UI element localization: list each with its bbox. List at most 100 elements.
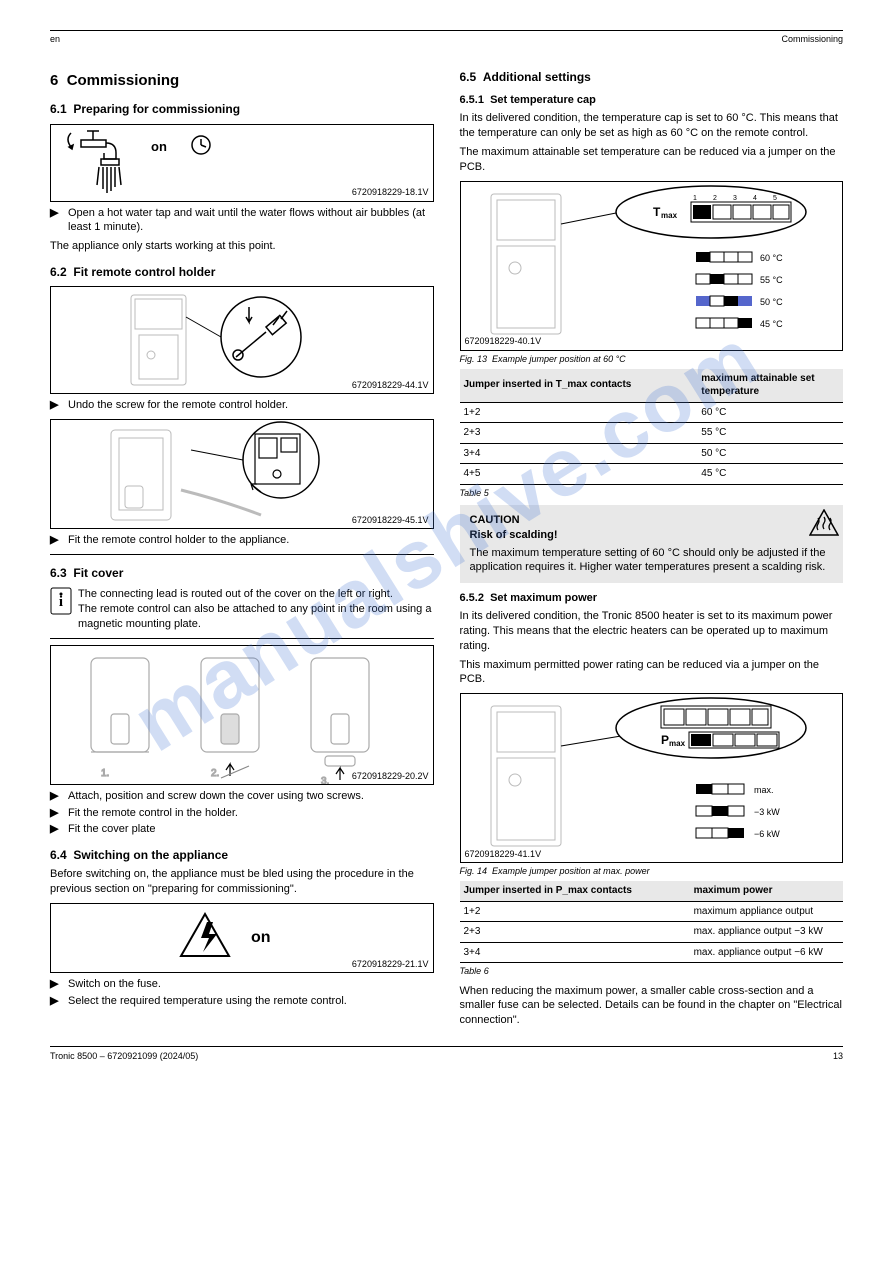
footer: Tronic 8500 – 6720921099 (2024/05) 13 xyxy=(50,1046,843,1062)
figure-fitcover: 1. 2. xyxy=(50,645,434,785)
tmax-col1: Jumper inserted in T_max contacts xyxy=(460,369,698,403)
fig-num-c: 6720918229-45.1V xyxy=(352,514,429,526)
caution-body: The maximum temperature setting of 60 °C… xyxy=(470,546,834,576)
figure-pmax: P max max. xyxy=(460,693,844,863)
sub-switchon: 6.4 Switching on the appliance xyxy=(50,847,434,863)
pmax-fig-title: Example jumper position at max. power xyxy=(492,866,650,876)
svg-text:45 °C: 45 °C xyxy=(760,319,783,329)
steps-e: ▶Switch on the fuse. ▶Select the require… xyxy=(50,977,434,1009)
fig-num-b: 6720918229-44.1V xyxy=(352,379,429,391)
columns: 6 Commissioning 6.1 Preparing for commis… xyxy=(50,59,843,1028)
sub-fitcover-title: Fit cover xyxy=(73,566,123,580)
fig-num-a: 6720918229-18.1V xyxy=(352,186,429,198)
sub-switchon-title: Switching on the appliance xyxy=(73,848,228,862)
step-e1: Switch on the fuse. xyxy=(68,977,161,992)
page: manualshive.com en Commissioning 6 Commi… xyxy=(0,0,893,1082)
svg-text:55 °C: 55 °C xyxy=(760,275,783,285)
pmax-para1: In its delivered condition, the Tronic 8… xyxy=(460,609,844,654)
svg-text:max: max xyxy=(661,211,678,220)
svg-text:1.: 1. xyxy=(101,768,109,779)
svg-text:1: 1 xyxy=(693,195,697,202)
header-right: Commissioning xyxy=(781,33,843,45)
tmax-illustration: T max 1 2 3 4 5 xyxy=(461,182,841,350)
table-row: 1+2maximum appliance output xyxy=(460,901,844,922)
table-row: 1+260 °C xyxy=(460,402,844,423)
footer-left: Tronic 8500 – 6720921099 (2024/05) xyxy=(50,1050,198,1062)
sub-settings-num: 6.5 xyxy=(460,70,477,84)
pmax-col1: Jumper inserted in P_max contacts xyxy=(460,881,690,901)
sub-holder: 6.2 Fit remote control holder xyxy=(50,264,434,280)
info-icon: i xyxy=(50,587,72,615)
figure-tap: on 6720918229-18.1V xyxy=(50,124,434,202)
table-tmax: Jumper inserted in T_max contacts maximu… xyxy=(460,369,844,485)
svg-text:−3 kW: −3 kW xyxy=(754,807,780,817)
sub-title: Preparing for commissioning xyxy=(73,102,240,116)
table-row: 3+450 °C xyxy=(460,443,844,464)
figure-poweron: on 6720918229-21.1V xyxy=(50,903,434,973)
sub-fitcover: 6.3 Fit cover xyxy=(50,565,434,581)
figure-holder-remove: 6720918229-44.1V xyxy=(50,286,434,394)
svg-text:max: max xyxy=(669,739,686,748)
holder-fit-illustration xyxy=(51,420,431,528)
svg-text:2.: 2. xyxy=(211,768,219,779)
tmax-para1: In its delivered condition, the temperat… xyxy=(460,111,844,141)
svg-text:P: P xyxy=(661,733,669,747)
step-b-text: Undo the screw for the remote control ho… xyxy=(68,398,288,413)
svg-text:3: 3 xyxy=(733,195,737,202)
caution-title: CAUTION xyxy=(470,513,834,528)
svg-text:3.: 3. xyxy=(321,776,329,784)
svg-text:4: 4 xyxy=(753,195,757,202)
holder-remove-illustration xyxy=(51,287,431,393)
footer-right: 13 xyxy=(833,1050,843,1062)
divider-2 xyxy=(50,638,434,639)
sub-preparing: 6.1 Preparing for commissioning xyxy=(50,101,434,117)
tmax-table-caption: Table 5 xyxy=(460,487,844,499)
subsub-pmax: 6.5.2 Set maximum power xyxy=(460,591,844,606)
fig-num-tmax: 6720918229-40.1V xyxy=(465,335,542,347)
step-b: ▶Undo the screw for the remote control h… xyxy=(50,398,434,413)
svg-text:max.: max. xyxy=(754,785,774,795)
tmax-num: 6.5.1 xyxy=(460,94,484,106)
fig-e-on: on xyxy=(251,929,271,946)
step-d2: Fit the remote control in the holder. xyxy=(68,806,238,821)
tmax-para2: The maximum attainable set temperature c… xyxy=(460,145,844,175)
top-rule xyxy=(50,30,843,31)
step-e2: Select the required temperature using th… xyxy=(68,994,347,1009)
fig-on-label: on xyxy=(151,139,167,154)
hot-surface-icon xyxy=(809,509,839,537)
svg-text:T: T xyxy=(653,205,661,219)
jlabel: 60 °C xyxy=(760,253,783,263)
caution-box: CAUTION Risk of scalding! The maximum te… xyxy=(460,505,844,583)
note-row: i The connecting lead is routed out of t… xyxy=(50,587,434,632)
fitcover-illustration: 1. 2. xyxy=(51,646,431,784)
pmax-illustration: P max max. xyxy=(461,694,841,862)
svg-text:−6 kW: −6 kW xyxy=(754,829,780,839)
pmax-title: Set maximum power xyxy=(490,592,597,604)
tmax-col2: maximum attainable set temperature xyxy=(697,369,843,403)
pmax-table-caption: Table 6 xyxy=(460,965,844,977)
sec-title: Commissioning xyxy=(67,72,180,89)
header-left: en xyxy=(50,33,60,45)
step-c-text: Fit the remote control holder to the app… xyxy=(68,533,289,548)
sub-fitcover-num: 6.3 xyxy=(50,566,67,580)
sub-switchon-num: 6.4 xyxy=(50,848,67,862)
svg-text:50 °C: 50 °C xyxy=(760,297,783,307)
note-line1: The connecting lead is routed out of the… xyxy=(78,587,434,602)
tmax-title: Set temperature cap xyxy=(490,94,596,106)
caution-sub: Risk of scalding! xyxy=(470,528,834,543)
svg-text:5: 5 xyxy=(773,195,777,202)
tmax-fig-title: Example jumper position at 60 °C xyxy=(492,354,626,364)
svg-text:2: 2 xyxy=(713,195,717,202)
sub-num: 6.1 xyxy=(50,102,67,116)
top-header: en Commissioning xyxy=(50,33,843,45)
sub-settings-title: Additional settings xyxy=(483,70,591,84)
switchon-intro: Before switching on, the appliance must … xyxy=(50,867,434,897)
pmax-num: 6.5.2 xyxy=(460,592,484,604)
section-commissioning: 6 Commissioning xyxy=(50,71,434,91)
figure-tmax: T max 1 2 3 4 5 xyxy=(460,181,844,351)
table-row: 2+355 °C xyxy=(460,423,844,444)
fig-num-pmax: 6720918229-41.1V xyxy=(465,848,542,860)
step-d1: Attach, position and screw down the cove… xyxy=(68,789,364,804)
pmax-para2: This maximum permitted power rating can … xyxy=(460,658,844,688)
table-row: 3+4max. appliance output −6 kW xyxy=(460,942,844,963)
